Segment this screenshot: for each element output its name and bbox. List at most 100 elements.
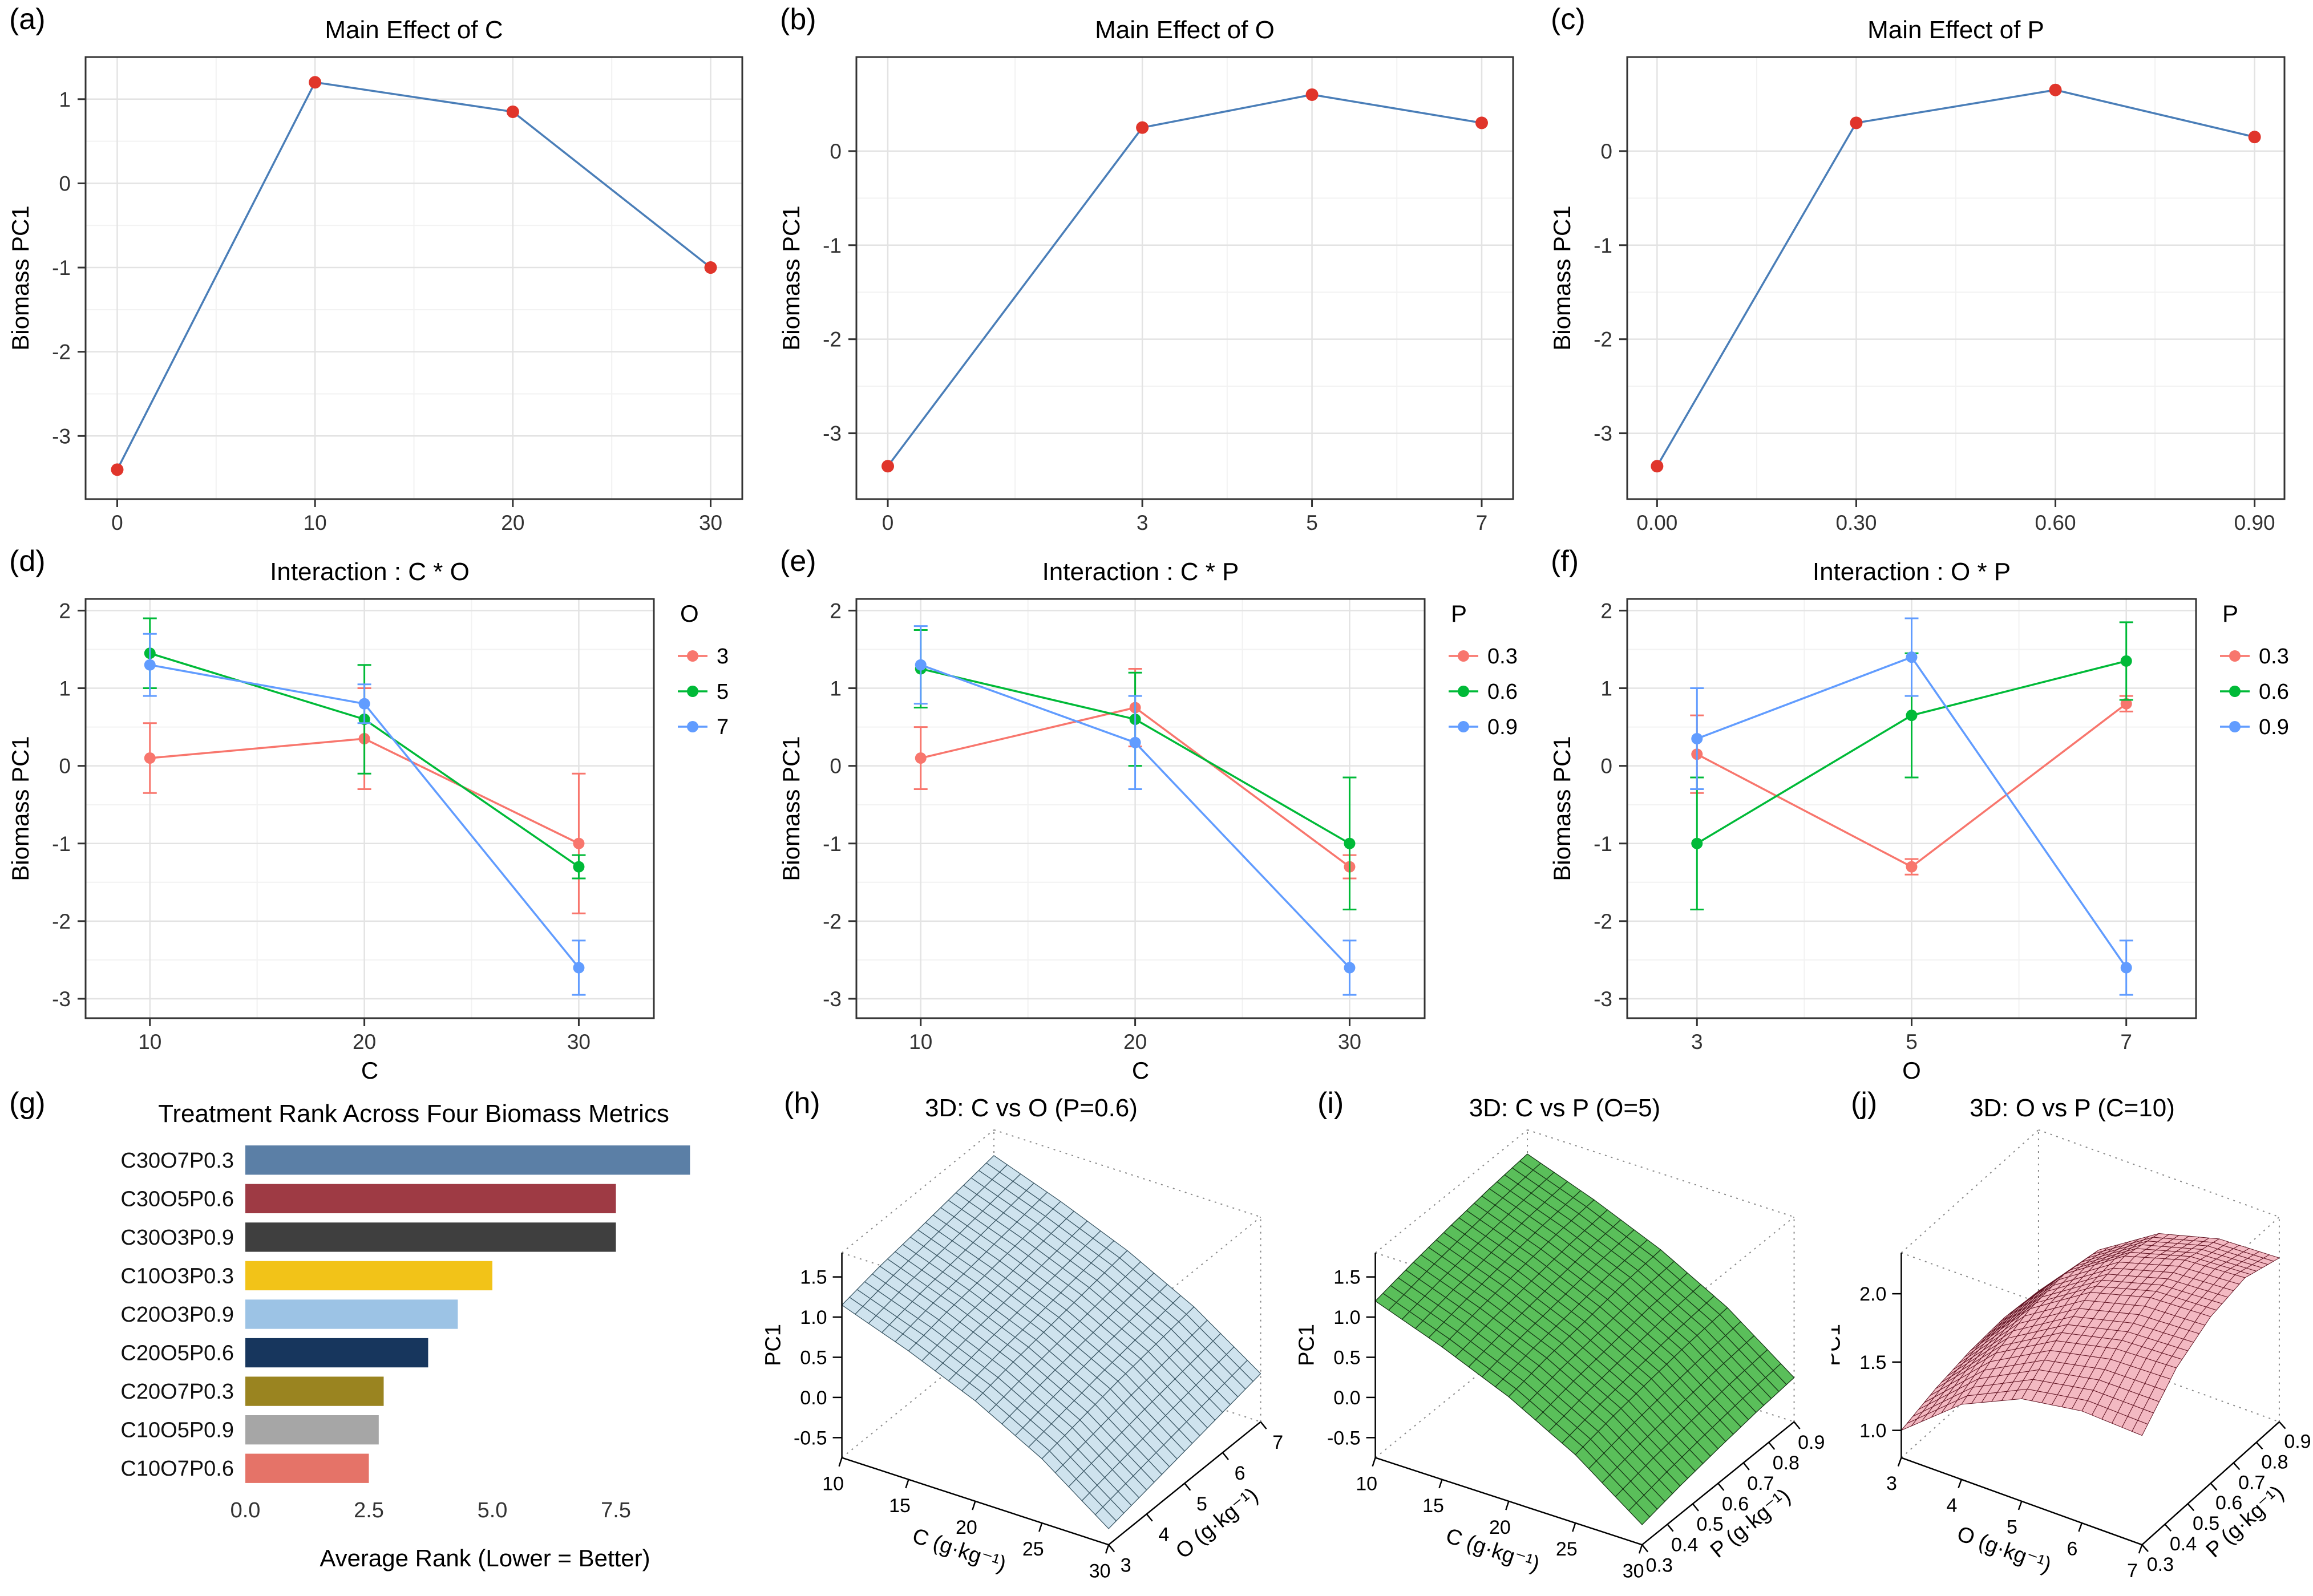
svg-text:0: 0 [882, 511, 894, 534]
svg-text:0: 0 [1600, 755, 1612, 778]
svg-text:25: 25 [1022, 1538, 1044, 1560]
svg-text:C: C [1132, 1057, 1149, 1084]
svg-text:4: 4 [1947, 1494, 1958, 1516]
svg-text:3: 3 [1886, 1473, 1897, 1494]
svg-text:1: 1 [59, 677, 71, 700]
svg-text:-3: -3 [1594, 422, 1612, 445]
panel-treatment-rank: (g) Treatment Rank Across Four Biomass M… [0, 1084, 765, 1596]
panel-letter-j: (j) [1851, 1087, 1878, 1120]
svg-text:0.7: 0.7 [1747, 1473, 1774, 1494]
svg-text:-1: -1 [823, 832, 842, 856]
svg-text:0.4: 0.4 [1671, 1534, 1698, 1556]
svg-text:7: 7 [2127, 1560, 2138, 1582]
svg-text:-3: -3 [823, 422, 842, 445]
svg-text:5: 5 [717, 680, 729, 704]
svg-text:15: 15 [889, 1495, 911, 1517]
svg-text:7: 7 [2120, 1030, 2132, 1054]
svg-text:-2: -2 [52, 910, 71, 933]
panel-title-interaction-c-o: Interaction : C * O [270, 558, 470, 586]
svg-text:C20O5P0.6: C20O5P0.6 [120, 1342, 234, 1366]
panel-title-main-effect-p: Main Effect of P [1867, 16, 2044, 44]
svg-text:-0.5: -0.5 [1327, 1427, 1361, 1449]
svg-text:C30O3P0.9: C30O3P0.9 [120, 1226, 234, 1250]
svg-text:-2: -2 [1594, 910, 1612, 933]
svg-text:20: 20 [956, 1517, 977, 1538]
svg-text:0: 0 [59, 172, 71, 195]
panel-letter-b: (b) [780, 3, 816, 36]
svg-text:30: 30 [1338, 1030, 1361, 1054]
svg-text:10: 10 [822, 1473, 844, 1495]
panel-3d-c-vs-p: (i) 3D: C vs P (O=5) 10 15 20 25 30 0.3 0.4 0.5… [1298, 1084, 1831, 1596]
svg-text:5: 5 [2007, 1517, 2017, 1538]
panel-letter-c: (c) [1551, 3, 1586, 36]
svg-text:0.3: 0.3 [1646, 1555, 1673, 1577]
svg-text:-0.5: -0.5 [794, 1427, 827, 1449]
svg-text:Average Rank (Lower = Better): Average Rank (Lower = Better) [320, 1545, 650, 1571]
svg-text:-1: -1 [1594, 832, 1612, 856]
svg-text:-3: -3 [1594, 987, 1612, 1011]
svg-text:Biomass PC1: Biomass PC1 [1548, 736, 1575, 881]
svg-text:-2: -2 [1594, 328, 1612, 351]
svg-text:0.9: 0.9 [2284, 1431, 2311, 1452]
svg-text:0: 0 [111, 511, 123, 534]
svg-text:PC1: PC1 [765, 1324, 786, 1366]
panel-title-main-effect-c: Main Effect of C [325, 16, 503, 44]
svg-text:7: 7 [717, 715, 729, 739]
svg-text:15: 15 [1422, 1495, 1444, 1517]
svg-text:5: 5 [1906, 1030, 1918, 1054]
svg-text:-2: -2 [52, 341, 71, 364]
svg-text:0.0: 0.0 [800, 1387, 827, 1409]
svg-text:O (g·kg⁻¹): O (g·kg⁻¹) [1954, 1522, 2055, 1578]
svg-text:1.0: 1.0 [1333, 1307, 1360, 1328]
svg-text:0.5: 0.5 [2193, 1513, 2219, 1534]
svg-text:2: 2 [830, 599, 842, 622]
panel-title-3d-o-vs-p: 3D: O vs P (C=10) [1970, 1094, 2175, 1122]
chart-interaction-o-p: 3 5 7 2 1 0 -1 -2 -3 Biomass PC1 O P 0.3 0.6 0.9 [1548, 598, 2289, 1084]
svg-text:-1: -1 [823, 234, 842, 257]
svg-text:10: 10 [1356, 1473, 1377, 1495]
svg-text:C10O5P0.9: C10O5P0.9 [120, 1419, 234, 1443]
svg-text:10: 10 [138, 1030, 161, 1054]
svg-text:6: 6 [1235, 1463, 1246, 1484]
svg-text:0.9: 0.9 [1798, 1432, 1825, 1453]
svg-text:10: 10 [304, 511, 327, 534]
panel-3d-o-vs-p: (j) 3D: O vs P (C=10) 3 4 5 6 7 0.3 0.4 0.5 0.6 0… [1831, 1084, 2313, 1596]
svg-text:O (g·kg⁻¹): O (g·kg⁻¹) [1171, 1483, 1263, 1563]
svg-text:0.5: 0.5 [1333, 1347, 1360, 1368]
svg-text:-2: -2 [823, 910, 842, 933]
svg-text:30: 30 [1623, 1560, 1644, 1582]
svg-text:C: C [361, 1057, 378, 1084]
svg-text:0.90: 0.90 [2234, 511, 2275, 534]
svg-text:2.0: 2.0 [1859, 1283, 1886, 1305]
svg-text:0.60: 0.60 [2035, 511, 2076, 534]
svg-text:20: 20 [353, 1030, 376, 1054]
svg-text:0.9: 0.9 [1487, 715, 1518, 739]
svg-text:C10O3P0.3: C10O3P0.3 [120, 1264, 234, 1288]
panel-interaction-c-o: (d) Interaction : C * O 10 20 30 2 1 0 -1 -2 -3 B… [0, 542, 771, 1084]
svg-text:Biomass PC1: Biomass PC1 [1548, 205, 1575, 350]
svg-text:20: 20 [1489, 1517, 1511, 1538]
svg-text:25: 25 [1556, 1538, 1578, 1560]
svg-text:5: 5 [1196, 1493, 1207, 1515]
svg-text:C20O3P0.9: C20O3P0.9 [120, 1303, 234, 1327]
svg-text:20: 20 [1123, 1030, 1147, 1054]
chart-treatment-rank: C30O7P0.3 C30O5P0.6 C30O3P0.9 C10O3P0.3 C20O… [120, 1145, 690, 1571]
panel-main-effect-p: (c) Main Effect of P 0.00 0.30 0.60 0.90 0 -1… [1542, 0, 2313, 542]
svg-text:0.3: 0.3 [2147, 1554, 2174, 1575]
svg-text:0.6: 0.6 [1722, 1493, 1749, 1515]
panel-main-effect-o: (b) Main Effect of O 0 3 5 7 0 -1 -2 -3 Biomass … [771, 0, 1542, 542]
svg-text:4: 4 [1158, 1524, 1169, 1546]
panel-main-effect-c: (a) Main Effect of C 0 10 20 30 1 0 -1 -2 -3 Biom… [0, 0, 771, 542]
svg-text:C30O7P0.3: C30O7P0.3 [120, 1149, 234, 1173]
svg-text:-1: -1 [52, 832, 71, 856]
svg-text:2: 2 [59, 599, 71, 622]
svg-text:1.0: 1.0 [1859, 1420, 1886, 1442]
svg-text:2.5: 2.5 [354, 1498, 384, 1522]
svg-text:Biomass PC1: Biomass PC1 [7, 736, 34, 881]
panel-letter-a: (a) [9, 3, 46, 36]
svg-text:5: 5 [1306, 511, 1318, 534]
svg-text:0.8: 0.8 [1773, 1452, 1800, 1474]
panel-letter-g: (g) [9, 1087, 46, 1120]
